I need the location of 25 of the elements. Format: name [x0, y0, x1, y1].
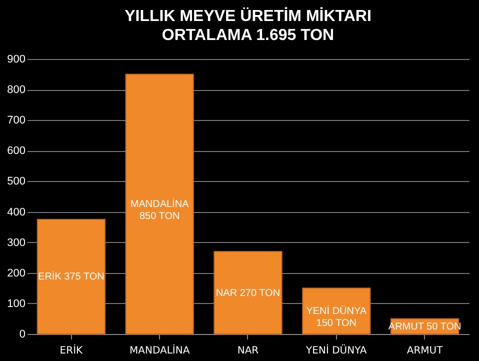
y-tick-label: 100	[7, 298, 26, 310]
x-tick-label: ARMUT	[406, 346, 444, 356]
chart-subtitle: ORTALAMA 1.695 TON	[162, 27, 334, 44]
data-label: NAR 270 TON	[216, 288, 280, 299]
data-label: YENİ DÜNYA 150 TON	[306, 305, 367, 330]
y-tick-label: 300	[7, 236, 26, 249]
bar	[214, 251, 282, 334]
data-label: MANDALİNA 850 TON	[130, 198, 190, 222]
chart-title: YILLIK MEYVE ÜRETİM MİKTARI	[124, 7, 372, 25]
y-tick-label: 900	[7, 54, 26, 66]
y-tick-label: 400	[7, 206, 26, 218]
y-tick-label: 700	[7, 114, 26, 127]
x-tick-label: MANDALİNA	[130, 344, 190, 356]
y-tick-label: 500	[7, 176, 26, 188]
data-label: ERİK 375 TON	[38, 270, 104, 283]
bar	[36, 218, 106, 334]
x-tick-label: ERİK	[60, 344, 84, 356]
y-tick-label: 200	[7, 267, 26, 280]
bar	[125, 74, 194, 334]
x-tick-label: YENİ DÜNYA	[305, 344, 367, 356]
x-tick-label: NAR	[237, 346, 259, 356]
y-tick-label: 800	[7, 84, 26, 96]
y-tick-label: 600	[7, 145, 26, 158]
y-tick-label: 0	[19, 328, 26, 340]
bar	[302, 288, 371, 334]
